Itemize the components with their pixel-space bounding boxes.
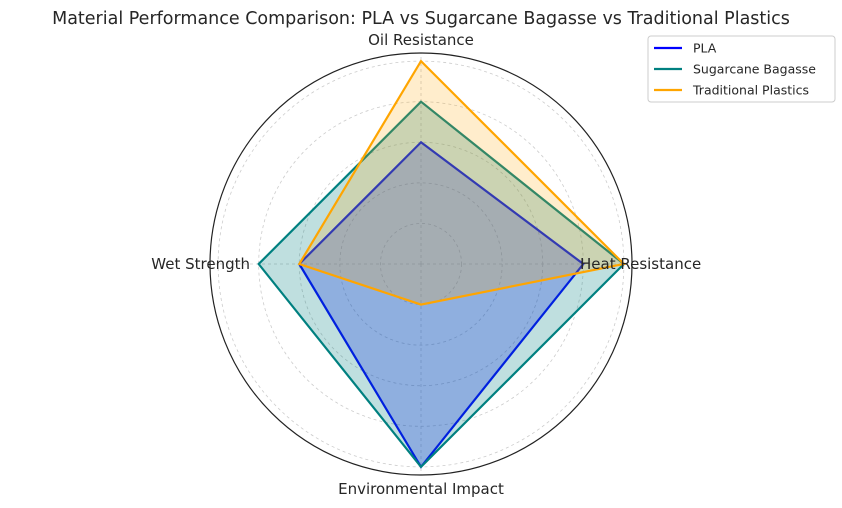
axis-label: Environmental Impact [338, 480, 504, 498]
chart-title: Material Performance Comparison: PLA vs … [52, 9, 790, 29]
outer-frame [209, 52, 633, 476]
series-fill-1 [258, 101, 624, 467]
axis-label: Oil Resistance [368, 31, 474, 49]
series-line-2 [297, 59, 627, 306]
legend-label: Traditional Plastics [692, 83, 809, 98]
series-line-1 [257, 100, 626, 469]
grid-circle [339, 182, 503, 346]
legend-label: PLA [693, 41, 717, 56]
axis-label: Wet Strength [151, 255, 250, 273]
legend-label: Sugarcane Bagasse [693, 62, 816, 77]
series-fill-0 [299, 142, 584, 467]
grid-circle [380, 223, 462, 305]
series-fill-2 [299, 61, 624, 305]
axis-label: Heat Resistance [580, 255, 701, 273]
legend: PLA Sugarcane Bagasse Traditional Plastics [647, 35, 836, 103]
